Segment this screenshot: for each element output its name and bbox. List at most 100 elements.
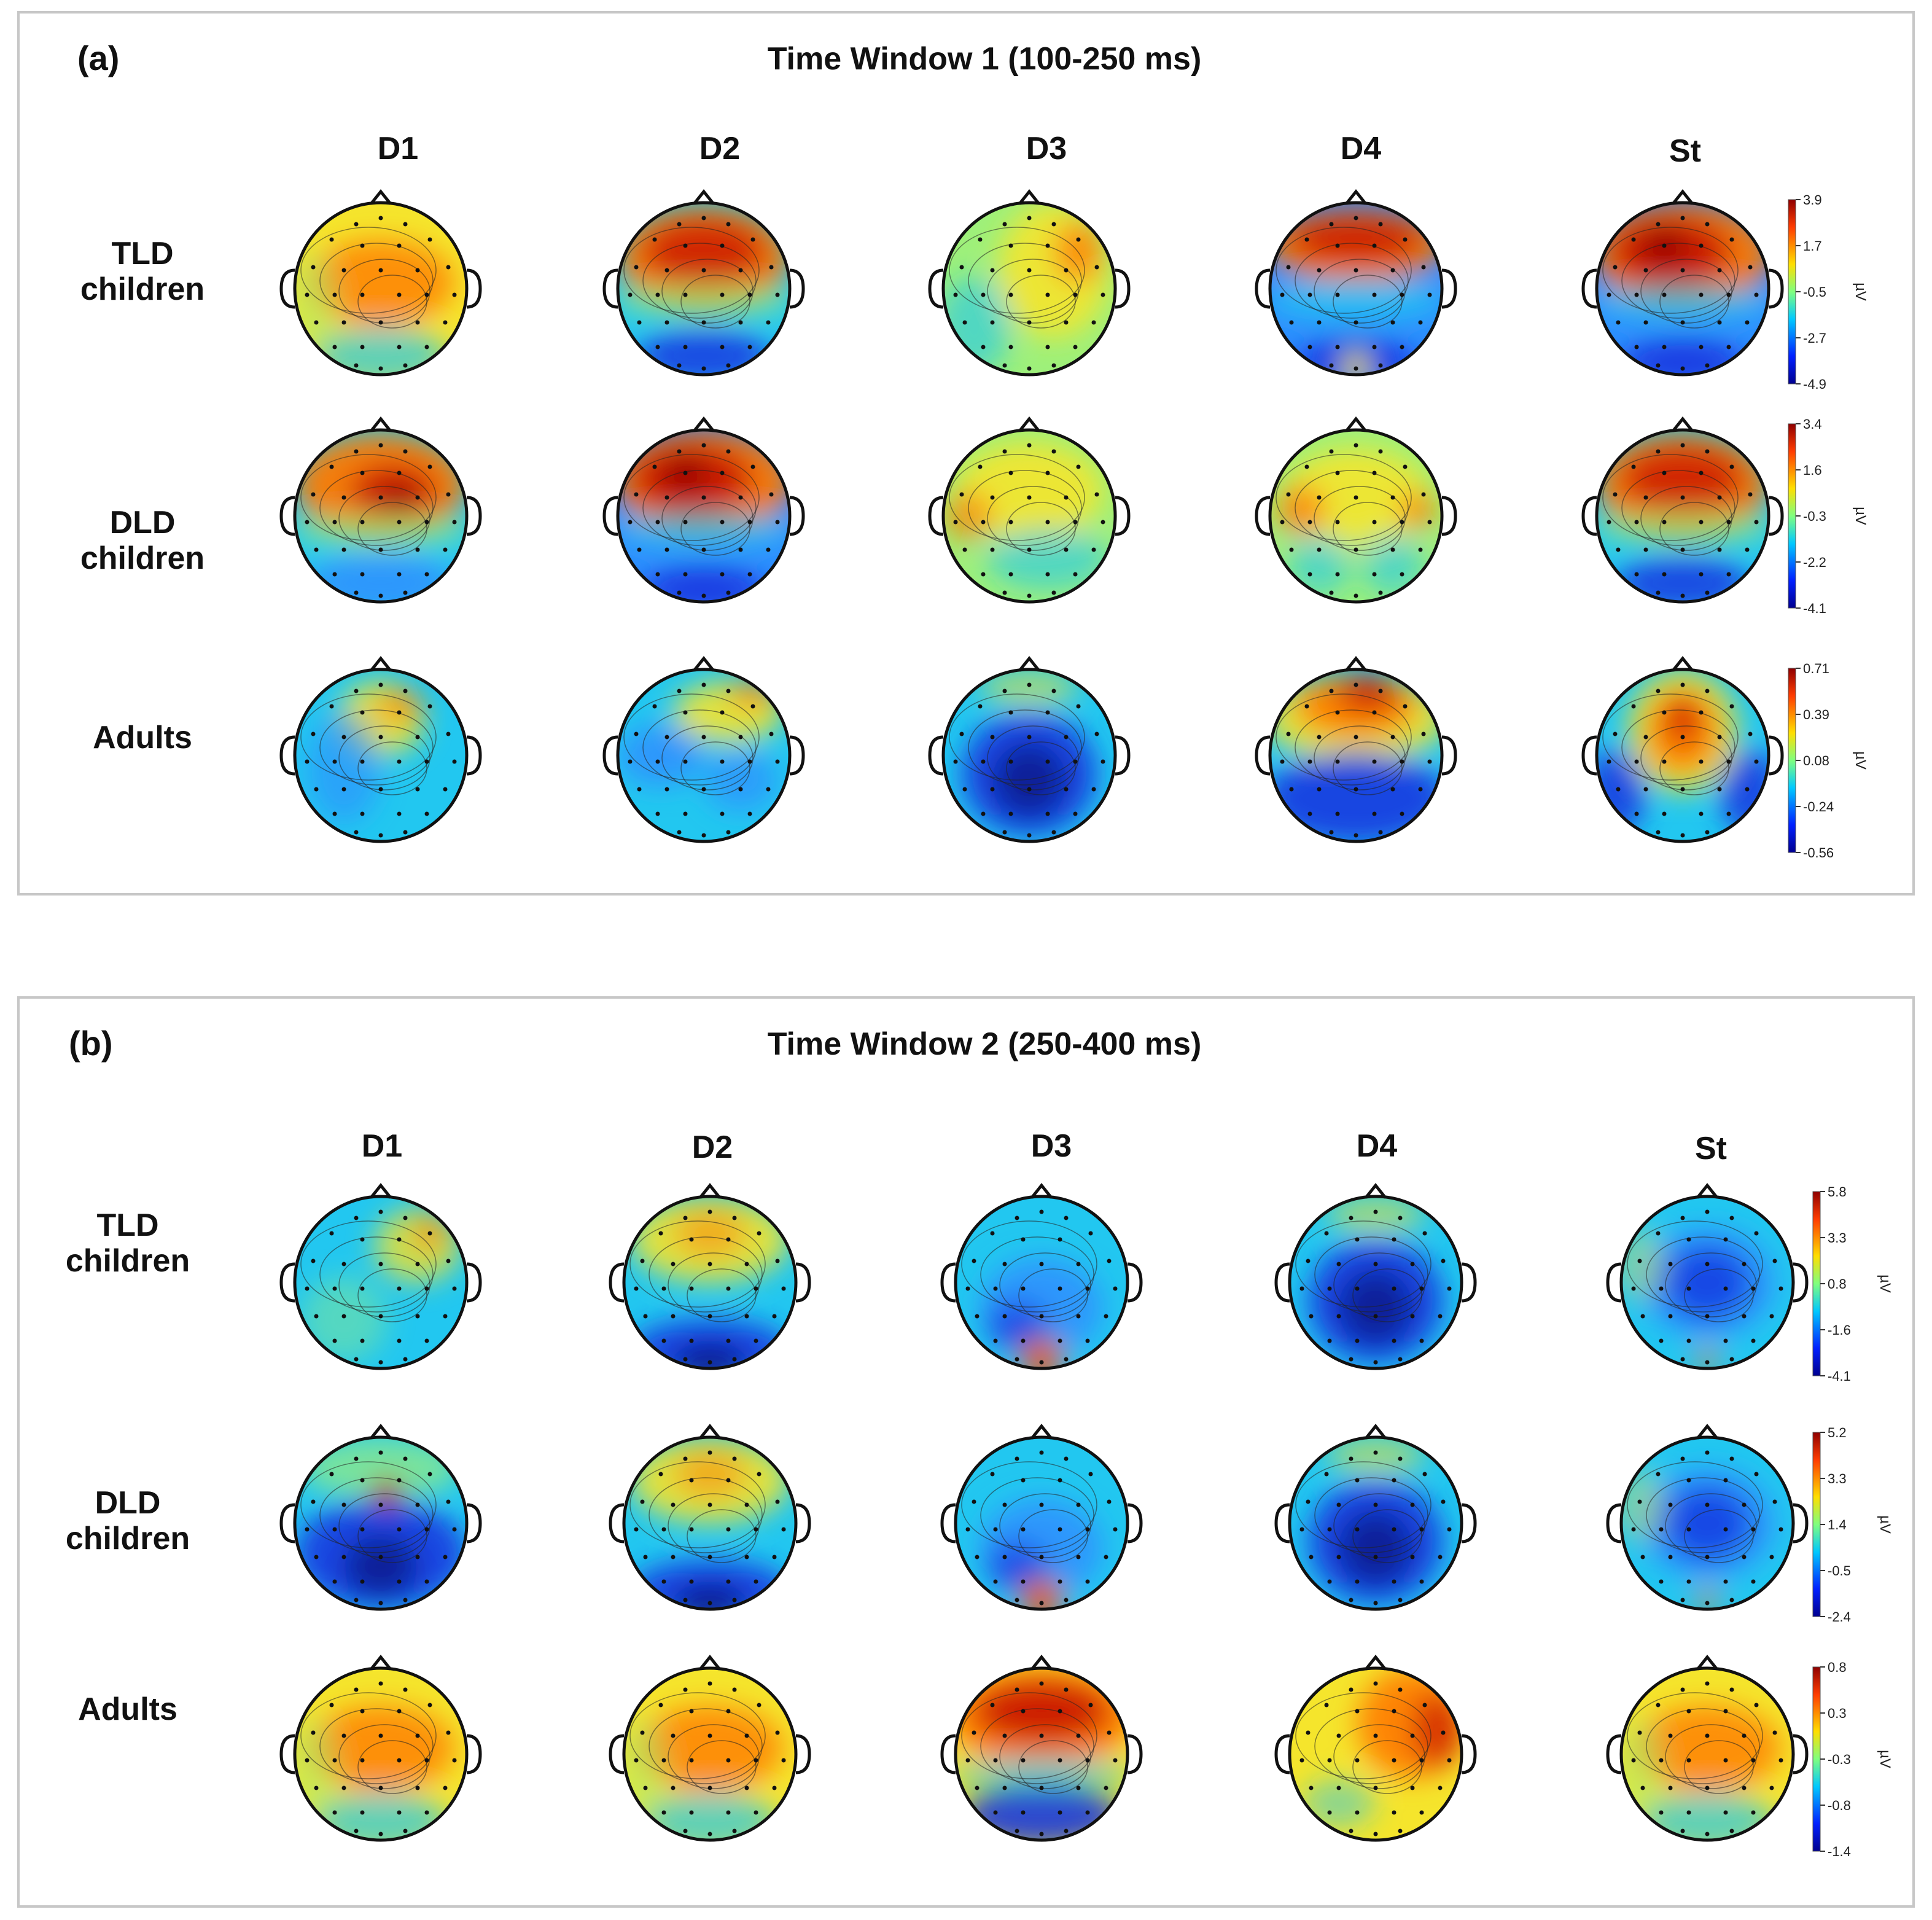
colorbar-tick-label: 0.08 xyxy=(1803,753,1829,768)
topomap-head xyxy=(1581,416,1784,604)
topomap-head xyxy=(279,1182,482,1370)
colorbar-unit: µV xyxy=(1877,1274,1893,1293)
colorbar-unit: µV xyxy=(1852,507,1869,525)
colorbar-tick-label: 3.3 xyxy=(1828,1471,1847,1486)
colorbar: 5.8 3.3 0.8 -1.6 -4.1 µV xyxy=(1812,1184,1893,1384)
panel-title: Time Window 1 (100-250 ms) xyxy=(767,41,1202,77)
row-label-tld: TLD children xyxy=(42,1208,214,1279)
colorbar-tick-label: -4.9 xyxy=(1803,377,1826,392)
colorbar-tick-label: -1.4 xyxy=(1828,1844,1851,1859)
colorbar-tick-label: -4.1 xyxy=(1828,1368,1851,1384)
topomap-head xyxy=(1581,655,1784,843)
colorbar-unit: µV xyxy=(1852,283,1869,301)
colorbar: 3.4 1.6 -0.3 -2.2 -4.1 µV xyxy=(1788,416,1869,616)
colorbar: 3.9 1.7 -0.5 -2.7 -4.9 µV xyxy=(1788,192,1869,392)
topomap-head xyxy=(602,416,805,604)
row-label-line2: children xyxy=(65,1243,190,1279)
topomap-head xyxy=(279,655,482,843)
topomap-head xyxy=(1274,1182,1477,1370)
colorbar-tick-label: 3.4 xyxy=(1803,416,1822,432)
topomap-head xyxy=(1274,1654,1477,1842)
colorbar-tick-label: 1.4 xyxy=(1828,1517,1847,1532)
colorbar-tick-label: -4.1 xyxy=(1803,601,1826,616)
topomap-head xyxy=(609,1423,811,1611)
colorbar-tick-label: 0.39 xyxy=(1803,707,1829,722)
row-label-adults: Adults xyxy=(56,720,228,755)
topomap-head xyxy=(602,189,805,377)
colorbar: 5.2 3.3 1.4 -0.5 -2.4 µV xyxy=(1812,1425,1893,1625)
topomap-head xyxy=(1255,655,1457,843)
colorbar-tick-label: -0.3 xyxy=(1803,509,1826,524)
topomap-head xyxy=(279,189,482,377)
topomap-head xyxy=(940,1423,1143,1611)
colorbar-tick-label: -0.5 xyxy=(1828,1563,1851,1579)
topomap-head xyxy=(1255,189,1457,377)
panel-letter: (b) xyxy=(69,1024,113,1063)
colorbar-tick-label: -1.6 xyxy=(1828,1322,1851,1338)
row-label-dld: DLD children xyxy=(42,1485,214,1556)
row-label-line1: TLD xyxy=(96,1208,159,1243)
column-header-d2: D2 xyxy=(691,1130,733,1165)
colorbar-tick-label: 0.8 xyxy=(1828,1276,1847,1292)
column-header-d1: D1 xyxy=(361,1128,403,1164)
row-label-line2: children xyxy=(80,271,205,307)
colorbar-tick-label: 3.9 xyxy=(1803,192,1822,208)
topomap-head xyxy=(1274,1423,1477,1611)
topomap-head xyxy=(940,1182,1143,1370)
row-label-line1: Adults xyxy=(93,720,192,755)
colorbar-tick-label: -2.4 xyxy=(1828,1609,1851,1625)
colorbar: 0.8 0.3 -0.3 -0.8 -1.4 µV xyxy=(1812,1660,1893,1859)
column-header-st: St xyxy=(1669,133,1701,169)
topomap-head xyxy=(279,1654,482,1842)
colorbar-tick-label: 0.3 xyxy=(1828,1706,1847,1721)
colorbar-tick-label: 5.8 xyxy=(1828,1184,1847,1200)
row-label-tld: TLD children xyxy=(56,236,228,307)
row-label-dld: DLD children xyxy=(56,505,228,576)
colorbar-tick-label: -0.3 xyxy=(1828,1752,1851,1767)
topomap-head xyxy=(279,416,482,604)
colorbar-tick-label: -0.24 xyxy=(1803,799,1834,814)
column-header-d1: D1 xyxy=(377,131,419,166)
row-label-line1: DLD xyxy=(109,505,176,540)
topomap-head xyxy=(1606,1182,1809,1370)
row-label-adults: Adults xyxy=(42,1692,214,1727)
topomap-head xyxy=(602,655,805,843)
colorbar-tick-label: 3.3 xyxy=(1828,1230,1847,1246)
colorbar-tick-label: -0.56 xyxy=(1803,845,1834,860)
column-header-d3: D3 xyxy=(1026,131,1067,166)
row-label-line2: children xyxy=(65,1521,190,1556)
panel-letter: (a) xyxy=(77,39,120,77)
row-label-line1: TLD xyxy=(111,236,174,271)
colorbar-unit: µV xyxy=(1877,1750,1893,1768)
colorbar-tick-label: -0.8 xyxy=(1828,1798,1851,1813)
row-label-line2: children xyxy=(80,540,205,576)
column-header-d2: D2 xyxy=(699,131,741,166)
colorbar-tick-label: -2.2 xyxy=(1803,555,1826,570)
topomap-head xyxy=(279,1423,482,1611)
topomap-head xyxy=(609,1654,811,1842)
column-header-st: St xyxy=(1695,1131,1727,1166)
topomap-head xyxy=(1255,416,1457,604)
topomap-head xyxy=(609,1182,811,1370)
column-header-d4: D4 xyxy=(1340,131,1382,166)
topomap-head xyxy=(928,189,1131,377)
colorbar-tick-label: 5.2 xyxy=(1828,1425,1847,1440)
colorbar-tick-label: -0.5 xyxy=(1803,284,1826,300)
colorbar-unit: µV xyxy=(1877,1515,1893,1534)
colorbar-unit: µV xyxy=(1852,751,1869,770)
topomap-head xyxy=(928,655,1131,843)
topomap-head xyxy=(1581,189,1784,377)
row-label-line1: Adults xyxy=(78,1692,177,1727)
row-label-line1: DLD xyxy=(95,1485,161,1521)
column-header-d4: D4 xyxy=(1356,1128,1398,1164)
colorbar: 0.71 0.39 0.08 -0.24 -0.56 µV xyxy=(1788,661,1869,860)
colorbar-tick-label: 0.8 xyxy=(1828,1660,1847,1675)
topomap-head xyxy=(1606,1423,1809,1611)
topomap-head xyxy=(1606,1654,1809,1842)
column-header-d3: D3 xyxy=(1030,1128,1072,1164)
colorbar-tick-label: 0.71 xyxy=(1803,661,1829,676)
topomap-head xyxy=(928,416,1131,604)
colorbar-tick-label: 1.7 xyxy=(1803,238,1822,254)
panel-title: Time Window 2 (250-400 ms) xyxy=(767,1026,1202,1062)
